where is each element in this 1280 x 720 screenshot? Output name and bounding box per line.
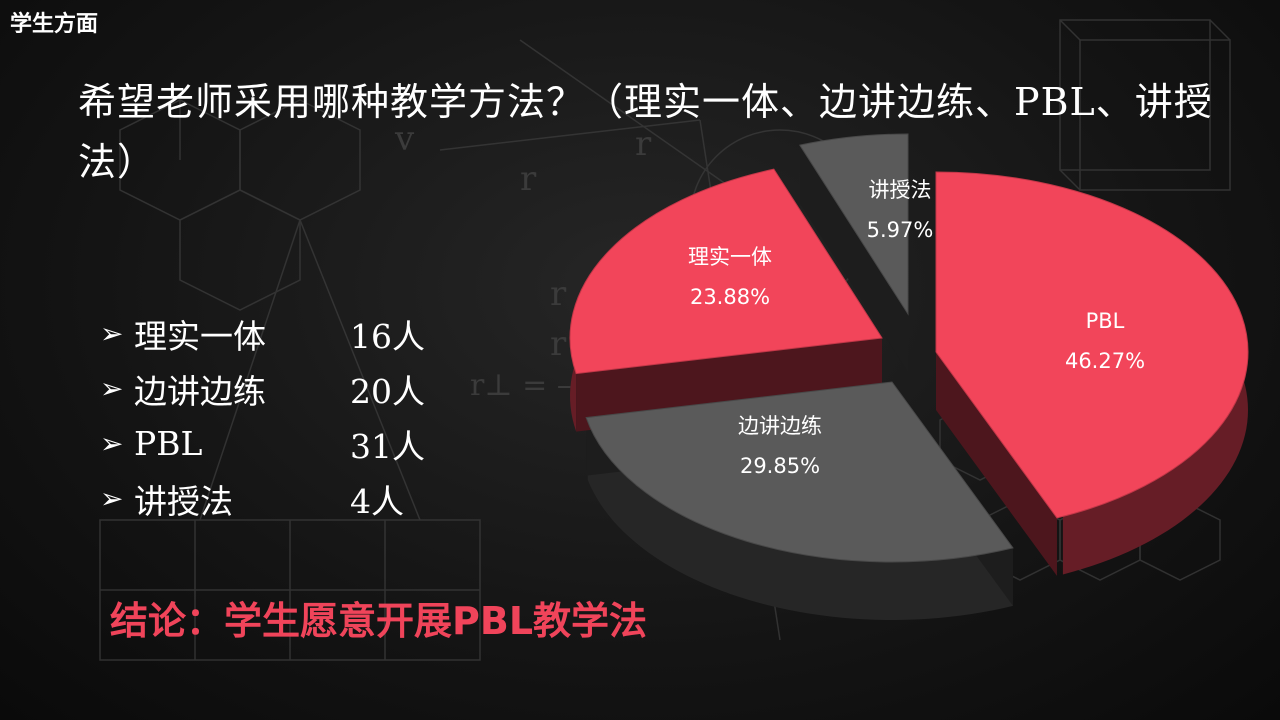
conclusion-text: 结论：学生愿意开展PBL教学法	[110, 599, 648, 643]
method-name: 边讲边练	[134, 371, 266, 411]
pie-slice-side	[587, 421, 1013, 620]
pie-slice-percent: 29.85%	[740, 454, 820, 478]
pie-slice-label: 理实一体	[688, 245, 772, 269]
method-name: 理实一体	[134, 316, 266, 356]
pie-slice-label: 讲授法	[869, 178, 932, 202]
list-item: ➢ 讲授法 4人	[100, 471, 425, 526]
list-item: ➢ 理实一体 16人	[100, 306, 425, 361]
page-title: 希望老师采用哪种教学方法？（理实一体、边讲边练、PBL、讲授法）	[78, 80, 1213, 184]
pie-slice-percent: 5.97%	[867, 218, 934, 242]
pie-slice	[569, 168, 883, 375]
list-item: ➢ PBL 31人	[100, 416, 425, 471]
pie-slice-edge	[799, 145, 908, 372]
method-name: PBL	[134, 424, 203, 463]
pie-slice	[799, 133, 909, 316]
section-label: 学生方面	[10, 12, 99, 37]
pie-slice	[935, 171, 1249, 519]
arrow-bullet-icon: ➢	[100, 427, 124, 460]
pie-slice-percent: 23.88%	[690, 285, 770, 309]
method-count: 4人	[350, 481, 404, 521]
pie-slice-label: 边讲边练	[738, 414, 822, 438]
pie-slice	[585, 381, 1014, 563]
svg-text:r: r	[550, 324, 567, 364]
arrow-bullet-icon: ➢	[100, 482, 124, 515]
pie-slice-edge	[936, 352, 1057, 576]
pie-slice-edge	[576, 338, 882, 432]
arrow-bullet-icon: ➢	[100, 317, 124, 350]
counts-list: ➢ 理实一体 16人 ➢ 边讲边练 20人 ➢ PBL 31人 ➢ 讲授法 4人	[100, 306, 425, 526]
svg-text:v: v	[394, 119, 415, 159]
method-count: 20人	[350, 371, 425, 411]
pie-slice-percent: 46.27%	[1065, 349, 1145, 373]
svg-text:r: r	[520, 159, 537, 199]
arrow-bullet-icon: ➢	[100, 372, 124, 405]
method-name: 讲授法	[134, 481, 233, 521]
method-count: 31人	[350, 426, 425, 466]
list-item: ➢ 边讲边练 20人	[100, 361, 425, 416]
pie-slice-label: PBL	[1086, 309, 1125, 333]
method-count: 16人	[350, 316, 425, 356]
svg-text:r: r	[635, 124, 652, 164]
